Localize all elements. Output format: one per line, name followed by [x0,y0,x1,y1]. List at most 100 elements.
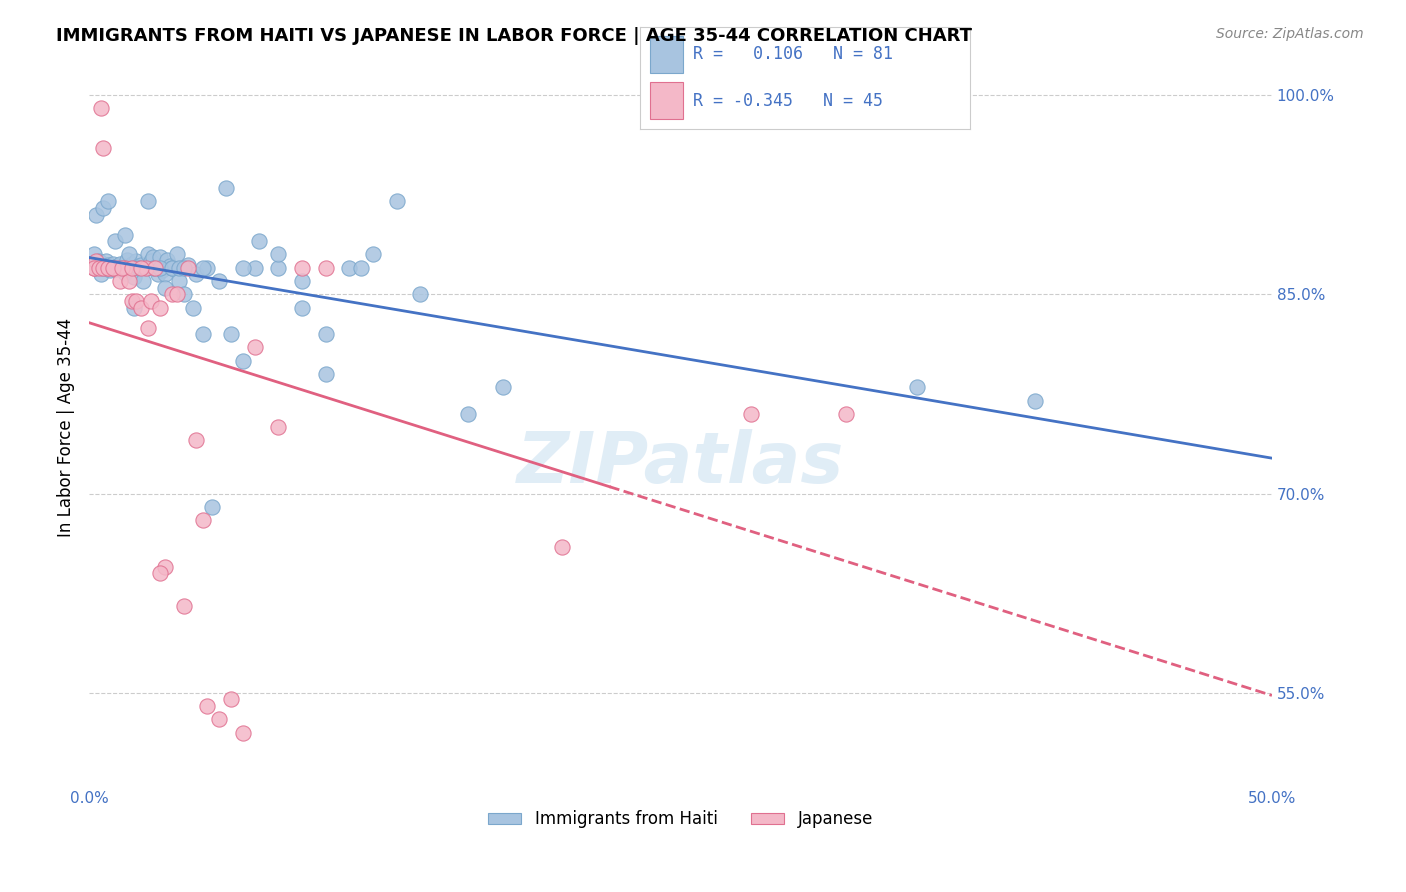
Point [143,260,166,275]
Point [97,260,120,275]
Point [337,260,360,275]
Point [149,260,172,275]
Point [191,260,214,275]
Point [143,260,166,275]
Point [160,260,183,275]
Point [152,263,174,277]
Point [118,274,141,288]
Point [132,274,155,288]
Point [125,254,148,268]
Point [350,260,373,275]
Point [98,263,121,277]
Point [83,260,105,275]
Point [243,341,266,355]
Point [156,252,179,267]
Point [181,301,204,315]
Text: Source: ZipAtlas.com: Source: ZipAtlas.com [1216,27,1364,41]
Point [385,194,408,209]
Point [118,260,141,275]
Point [125,293,148,308]
Point [122,270,145,285]
Point [94,254,117,268]
Point [215,181,238,195]
Point [83,247,105,261]
Point [91,260,114,275]
Y-axis label: In Labor Force | Age 35-44: In Labor Force | Age 35-44 [58,318,75,537]
Point [361,247,384,261]
Point [315,260,337,275]
Point [107,260,129,274]
Point [139,293,162,308]
Point [129,301,152,315]
Point [315,327,337,342]
Point [153,281,176,295]
Point [118,247,141,261]
Point [90,268,112,282]
Point [219,327,242,342]
Point [84,208,107,222]
Text: IMMIGRANTS FROM HAITI VS JAPANESE IN LABOR FORCE | AGE 35-44 CORRELATION CHART: IMMIGRANTS FROM HAITI VS JAPANESE IN LAB… [56,27,972,45]
Point [153,559,176,574]
Point [136,247,159,261]
Point [492,380,515,394]
Point [91,260,114,275]
Point [129,258,152,272]
Point [160,260,183,275]
Point [905,380,928,394]
Point [135,260,157,275]
Point [142,260,165,275]
Point [107,260,129,275]
Point [219,692,242,706]
Point [136,194,159,209]
Point [740,407,762,421]
Point [184,434,207,448]
Point [267,247,290,261]
Text: ZIPatlas: ZIPatlas [517,428,844,498]
Point [166,247,188,261]
Point [108,257,131,271]
Point [173,599,195,614]
Point [409,287,432,301]
Point [159,260,181,274]
Point [835,407,858,421]
Text: R =   0.106   N = 81: R = 0.106 N = 81 [693,45,893,63]
Point [191,327,214,342]
Point [166,287,188,301]
Point [101,257,124,271]
Point [195,699,218,714]
Point [191,513,214,527]
Point [232,725,254,739]
Point [111,260,134,275]
Point [167,274,190,288]
Point [97,258,120,272]
Point [149,250,172,264]
Text: R = -0.345   N = 45: R = -0.345 N = 45 [693,92,883,110]
Point [115,252,138,267]
Point [173,260,195,275]
Point [97,260,120,275]
Point [114,266,136,280]
Point [91,141,114,155]
Point [108,274,131,288]
Point [153,268,176,282]
Point [121,257,143,271]
Point [160,287,183,301]
Point [1024,393,1046,408]
Point [135,260,157,275]
Point [104,234,127,248]
Point [122,301,145,315]
Point [108,260,131,275]
Point [114,227,136,242]
Point [291,274,314,288]
Point [87,260,110,275]
Point [121,260,143,275]
Point [111,262,134,277]
Point [247,234,270,248]
Point [128,260,150,275]
Point [84,254,107,268]
Point [177,258,200,272]
Point [142,250,165,264]
Point [167,260,190,275]
Point [208,712,231,726]
Point [551,540,574,554]
